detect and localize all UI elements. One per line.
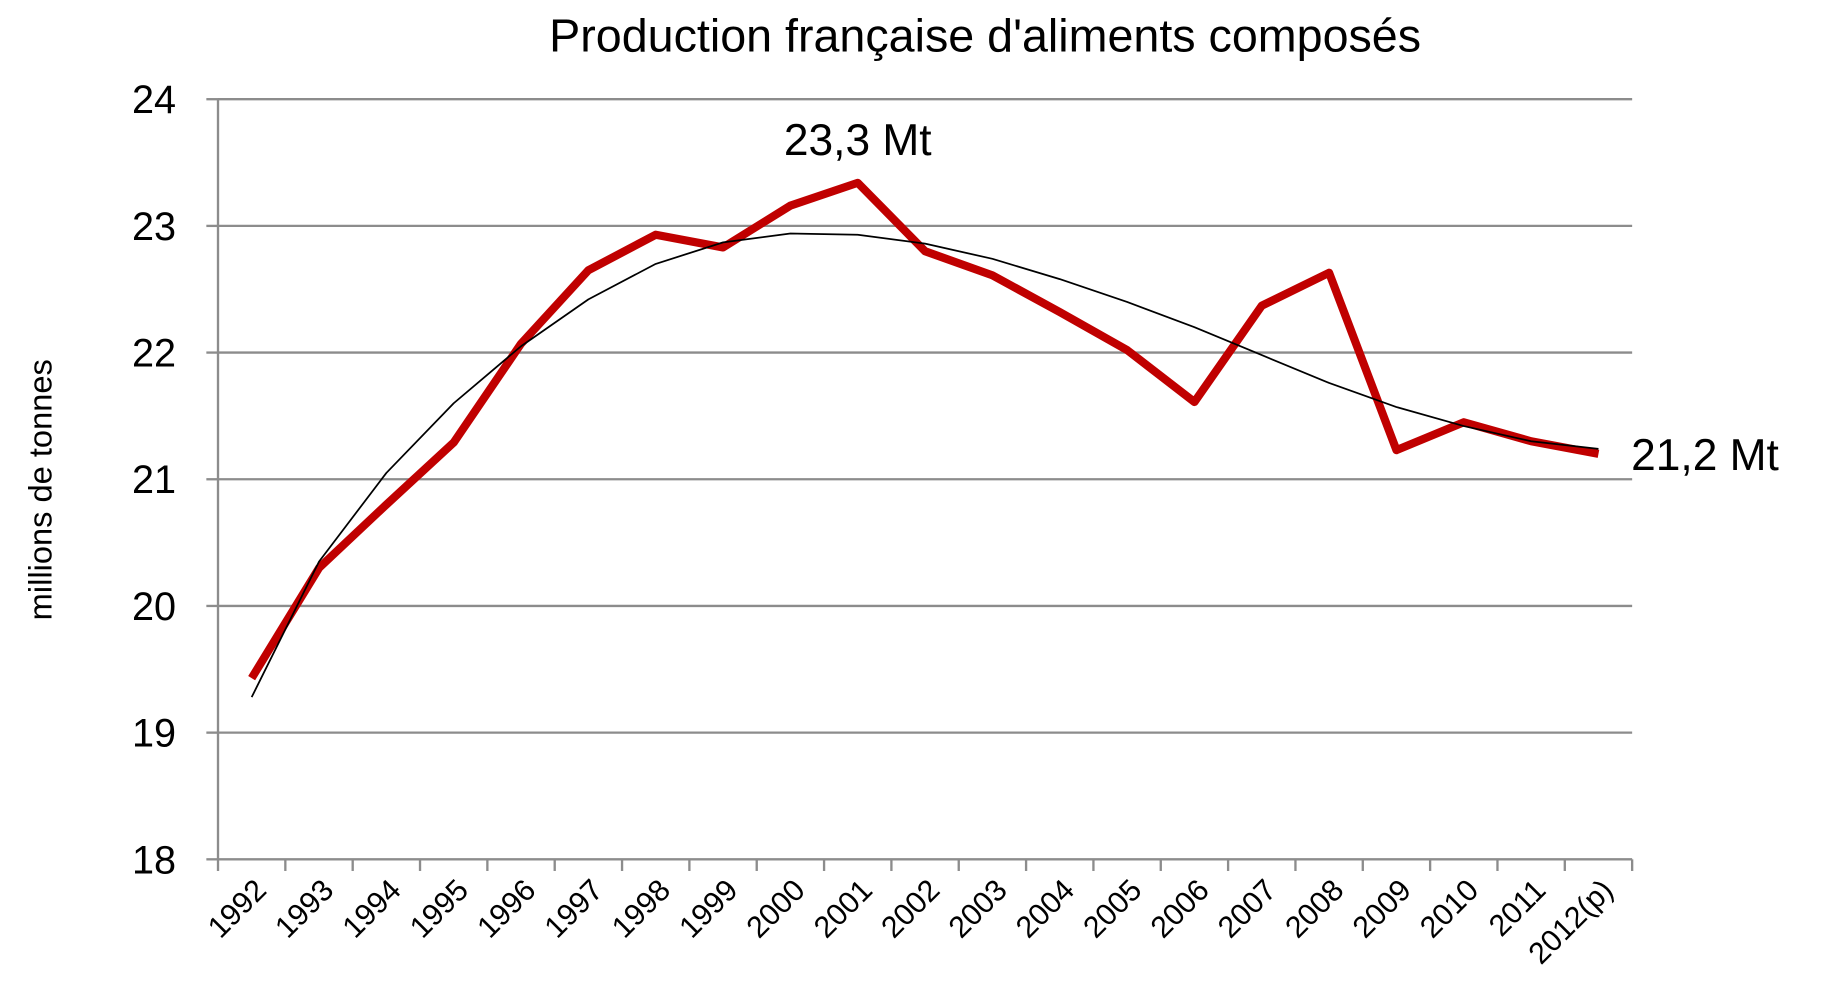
- x-tick-label: 2002: [875, 874, 946, 945]
- trend-line: [250, 232, 1599, 698]
- annotation: 21,2 Mt: [1631, 431, 1779, 480]
- x-tick-label: 2008: [1279, 874, 1350, 945]
- x-tick-label: 1994: [337, 874, 408, 945]
- annotation: 23,3 Mt: [784, 116, 932, 165]
- y-axis-label: millions de tonnes: [21, 359, 58, 620]
- y-tick-label: 18: [132, 838, 176, 882]
- chart-title: Production française d'aliments composés: [549, 9, 1421, 61]
- data-line: [248, 178, 1600, 681]
- x-tick-label: 1992: [202, 874, 273, 945]
- x-tick-label: 2006: [1145, 874, 1216, 945]
- y-tick-label: 24: [132, 78, 176, 122]
- x-tick-label: 1993: [269, 874, 340, 945]
- y-tick-label: 23: [132, 205, 176, 249]
- x-tick-label: 1996: [471, 874, 542, 945]
- x-tick-label: 1998: [606, 874, 677, 945]
- x-tick-label: 2005: [1077, 874, 1148, 945]
- x-tick-label: 2007: [1212, 874, 1283, 945]
- y-tick-label: 20: [132, 585, 176, 629]
- x-tick-label: 1997: [539, 874, 610, 945]
- x-tick-label: 2004: [1010, 874, 1081, 945]
- y-tick-label: 22: [132, 332, 176, 376]
- y-tick-label: 21: [132, 458, 176, 502]
- x-tick-label: 2003: [943, 874, 1014, 945]
- x-tick-label: 1999: [673, 874, 744, 945]
- x-tick-label: 2010: [1414, 874, 1485, 945]
- x-tick-label: 2001: [808, 874, 879, 945]
- y-tick-label: 19: [132, 712, 176, 756]
- x-tick-label: 2000: [741, 874, 812, 945]
- x-tick-label: 2009: [1347, 874, 1418, 945]
- x-tick-label: 1995: [404, 874, 475, 945]
